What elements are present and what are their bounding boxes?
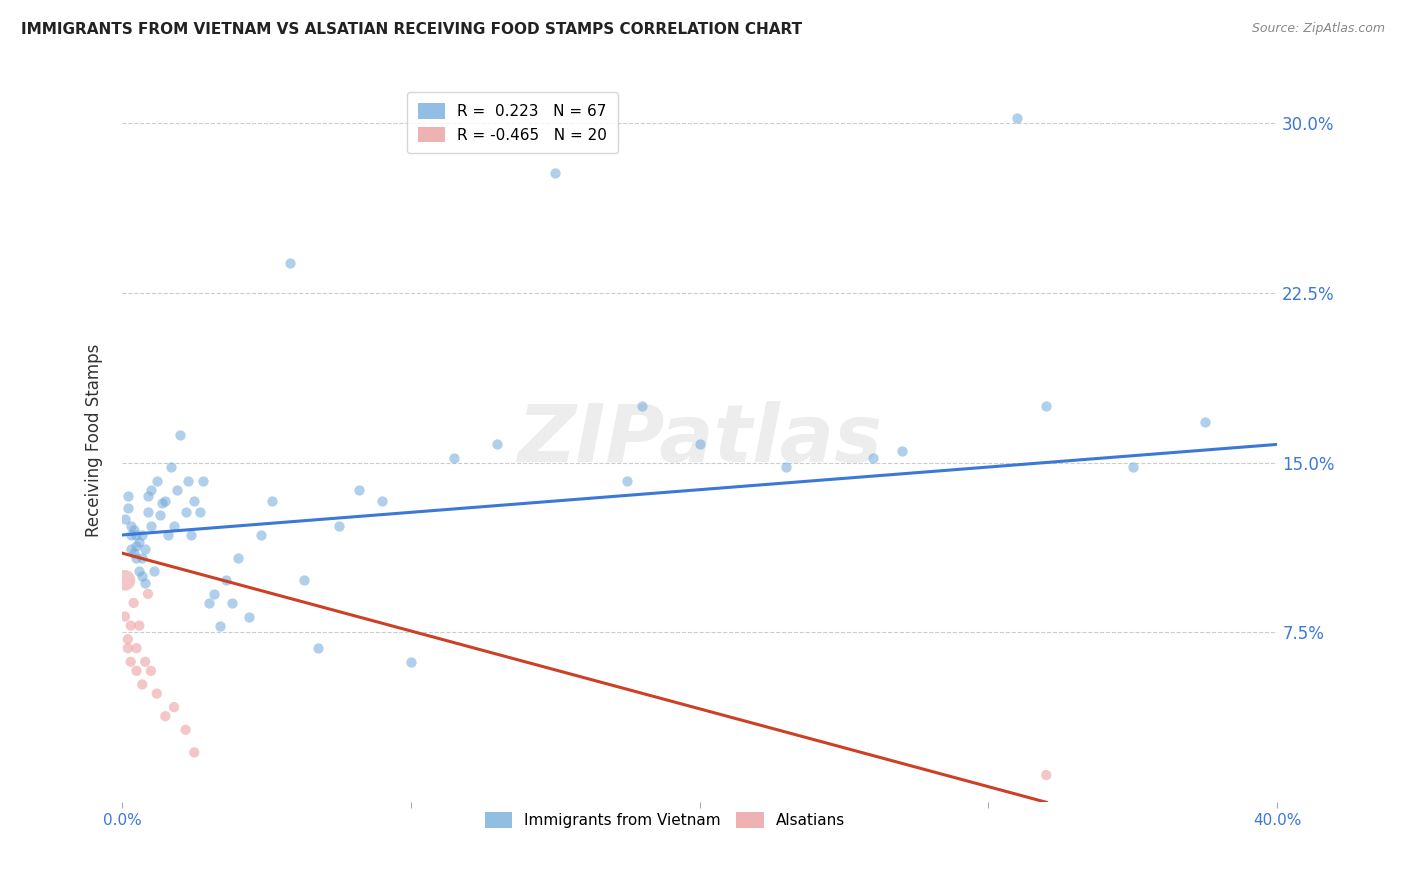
Point — [136, 490, 159, 504]
Point — [117, 641, 139, 656]
Point — [890, 444, 912, 458]
Point — [1007, 112, 1029, 126]
Point — [142, 564, 165, 578]
Point — [125, 641, 148, 656]
Point — [160, 460, 183, 475]
Point — [128, 534, 150, 549]
Point — [226, 550, 249, 565]
Text: ZIPatlas: ZIPatlas — [517, 401, 882, 479]
Point — [1035, 768, 1057, 782]
Point — [166, 483, 188, 497]
Point — [131, 568, 153, 582]
Point — [131, 528, 153, 542]
Point — [122, 596, 145, 610]
Point — [134, 541, 156, 556]
Point — [249, 528, 271, 542]
Point — [215, 574, 238, 588]
Point — [163, 519, 186, 533]
Point — [134, 575, 156, 590]
Point — [120, 618, 142, 632]
Point — [114, 574, 136, 588]
Point — [125, 528, 148, 542]
Point — [1122, 460, 1144, 475]
Point — [278, 256, 301, 270]
Point — [131, 550, 153, 565]
Point — [114, 512, 136, 526]
Point — [120, 528, 142, 542]
Point — [616, 474, 638, 488]
Point — [136, 587, 159, 601]
Point — [183, 746, 205, 760]
Point — [486, 437, 509, 451]
Y-axis label: Receiving Food Stamps: Receiving Food Stamps — [86, 343, 103, 537]
Point — [134, 655, 156, 669]
Point — [631, 399, 654, 413]
Point — [139, 483, 162, 497]
Point — [122, 546, 145, 560]
Point — [117, 632, 139, 647]
Point — [328, 519, 350, 533]
Text: Source: ZipAtlas.com: Source: ZipAtlas.com — [1251, 22, 1385, 36]
Point — [125, 664, 148, 678]
Point — [174, 723, 197, 737]
Point — [262, 494, 284, 508]
Point — [125, 550, 148, 565]
Point — [152, 496, 174, 510]
Point — [139, 519, 162, 533]
Point — [1194, 415, 1216, 429]
Point — [120, 519, 142, 533]
Point — [689, 437, 711, 451]
Point — [307, 641, 329, 656]
Point — [163, 700, 186, 714]
Point — [117, 500, 139, 515]
Point — [139, 664, 162, 678]
Point — [155, 709, 177, 723]
Point — [131, 677, 153, 691]
Point — [197, 596, 219, 610]
Point — [443, 450, 465, 465]
Point — [117, 490, 139, 504]
Point — [183, 494, 205, 508]
Point — [122, 524, 145, 538]
Point — [149, 508, 172, 522]
Point — [371, 494, 394, 508]
Point — [120, 541, 142, 556]
Point — [120, 655, 142, 669]
Point — [347, 483, 370, 497]
Point — [128, 564, 150, 578]
Point — [174, 505, 197, 519]
Legend: Immigrants from Vietnam, Alsatians: Immigrants from Vietnam, Alsatians — [478, 806, 852, 835]
Point — [145, 474, 167, 488]
Point — [399, 655, 422, 669]
Point — [238, 609, 260, 624]
Point — [114, 609, 136, 624]
Point — [188, 505, 211, 519]
Point — [177, 474, 200, 488]
Point — [128, 618, 150, 632]
Point — [169, 428, 191, 442]
Point — [157, 528, 180, 542]
Point — [145, 687, 167, 701]
Point — [221, 596, 243, 610]
Point — [191, 474, 214, 488]
Point — [155, 494, 177, 508]
Point — [544, 165, 567, 179]
Point — [136, 505, 159, 519]
Point — [180, 528, 202, 542]
Point — [775, 460, 797, 475]
Point — [1035, 399, 1057, 413]
Text: IMMIGRANTS FROM VIETNAM VS ALSATIAN RECEIVING FOOD STAMPS CORRELATION CHART: IMMIGRANTS FROM VIETNAM VS ALSATIAN RECE… — [21, 22, 803, 37]
Point — [209, 618, 232, 632]
Point — [204, 587, 226, 601]
Point — [125, 539, 148, 553]
Point — [292, 574, 315, 588]
Point — [862, 450, 884, 465]
